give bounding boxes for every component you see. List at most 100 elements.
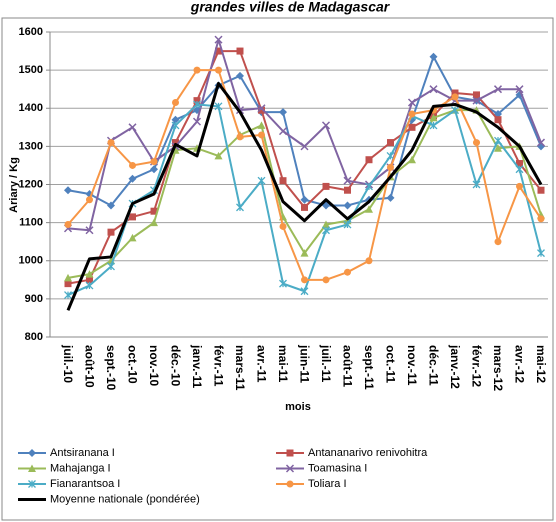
legend-marker — [28, 480, 36, 488]
marker — [322, 226, 330, 235]
x-tick-label: févr.-11 — [211, 345, 225, 387]
marker — [451, 106, 459, 115]
marker — [386, 193, 395, 202]
marker — [365, 257, 373, 265]
y-tick-label: 1500 — [19, 64, 43, 76]
marker — [85, 270, 94, 278]
marker — [236, 203, 244, 212]
x-tick-label: nov.-11 — [405, 345, 419, 386]
x-tick-label: mars-11 — [233, 345, 247, 391]
marker — [365, 205, 373, 213]
y-tick-label: 1100 — [19, 217, 43, 229]
x-tick-label: févr.-12 — [469, 345, 483, 387]
marker — [429, 85, 438, 94]
x-tick-label: mai-11 — [276, 345, 290, 383]
marker — [215, 47, 222, 55]
series-line — [66, 81, 543, 311]
x-tick-label: déc.-11 — [426, 345, 440, 386]
marker — [515, 165, 524, 174]
marker — [322, 220, 330, 229]
legend-label: Antsiranana I — [50, 447, 115, 459]
marker — [343, 201, 352, 210]
marker — [537, 186, 545, 194]
x-tick-label: déc.-10 — [168, 345, 182, 387]
marker — [494, 116, 502, 124]
marker — [451, 93, 459, 101]
marker — [300, 195, 309, 204]
y-tick-label: 1400 — [19, 102, 43, 114]
marker — [172, 99, 179, 107]
marker — [64, 186, 72, 195]
legend-marker — [28, 464, 36, 472]
marker — [322, 182, 330, 190]
marker — [128, 174, 137, 183]
marker — [408, 123, 416, 131]
marker — [214, 151, 223, 160]
legend-label: Fianarantsoa I — [50, 478, 120, 490]
marker — [64, 280, 72, 288]
y-tick-label: 1600 — [19, 26, 43, 38]
marker — [344, 186, 351, 194]
marker — [429, 52, 438, 61]
marker — [193, 97, 201, 105]
legend-label: Mahajanga I — [50, 462, 111, 474]
marker — [236, 133, 244, 141]
y-tick-label: 900 — [25, 293, 43, 305]
x-axis-label: mois — [285, 401, 311, 413]
marker — [451, 89, 459, 97]
marker — [473, 139, 480, 147]
chart-title: grandes villes de Madagascar — [190, 0, 391, 15]
marker — [515, 85, 524, 94]
legend-marker — [285, 464, 295, 473]
title-band — [0, 0, 556, 17]
marker — [107, 201, 115, 210]
marker — [64, 221, 72, 229]
marker — [86, 196, 93, 204]
y-tick-label: 1200 — [19, 178, 43, 190]
x-tick-label: avr.-12 — [512, 345, 526, 383]
marker — [258, 106, 265, 114]
x-tick-label: oct.-10 — [125, 345, 139, 384]
marker — [343, 176, 352, 185]
marker — [473, 91, 480, 99]
marker — [429, 121, 438, 130]
marker — [536, 138, 546, 147]
marker — [258, 131, 265, 139]
marker — [278, 127, 288, 136]
marker — [64, 291, 72, 300]
marker — [129, 161, 136, 169]
legend-marker — [286, 480, 294, 488]
x-tick-label: août-10 — [82, 345, 96, 388]
marker — [537, 249, 545, 258]
marker — [365, 182, 373, 191]
marker — [215, 66, 222, 74]
marker — [150, 165, 158, 174]
y-tick-label: 1000 — [19, 255, 43, 267]
x-tick-label: mars-12 — [491, 345, 505, 391]
marker — [301, 276, 308, 284]
marker — [279, 279, 287, 288]
marker — [279, 177, 287, 185]
marker — [365, 156, 373, 164]
legend-label: Toamasina I — [308, 462, 367, 474]
marker — [343, 220, 352, 229]
y-tick-label: 1300 — [19, 140, 43, 152]
marker — [494, 144, 502, 152]
marker — [107, 228, 115, 236]
marker — [171, 121, 180, 130]
marker — [257, 121, 266, 129]
marker — [193, 100, 201, 109]
marker — [301, 203, 308, 211]
x-tick-label: juin-11 — [297, 344, 311, 383]
marker — [472, 180, 481, 189]
marker — [494, 238, 502, 246]
marker — [64, 273, 72, 282]
x-tick-label: sept.-11 — [362, 345, 376, 390]
marker — [386, 151, 395, 160]
marker — [493, 85, 503, 94]
marker — [300, 249, 309, 257]
marker — [494, 136, 502, 145]
marker — [257, 176, 266, 185]
x-tick-label: mai-12 — [534, 345, 548, 383]
marker — [107, 262, 115, 271]
